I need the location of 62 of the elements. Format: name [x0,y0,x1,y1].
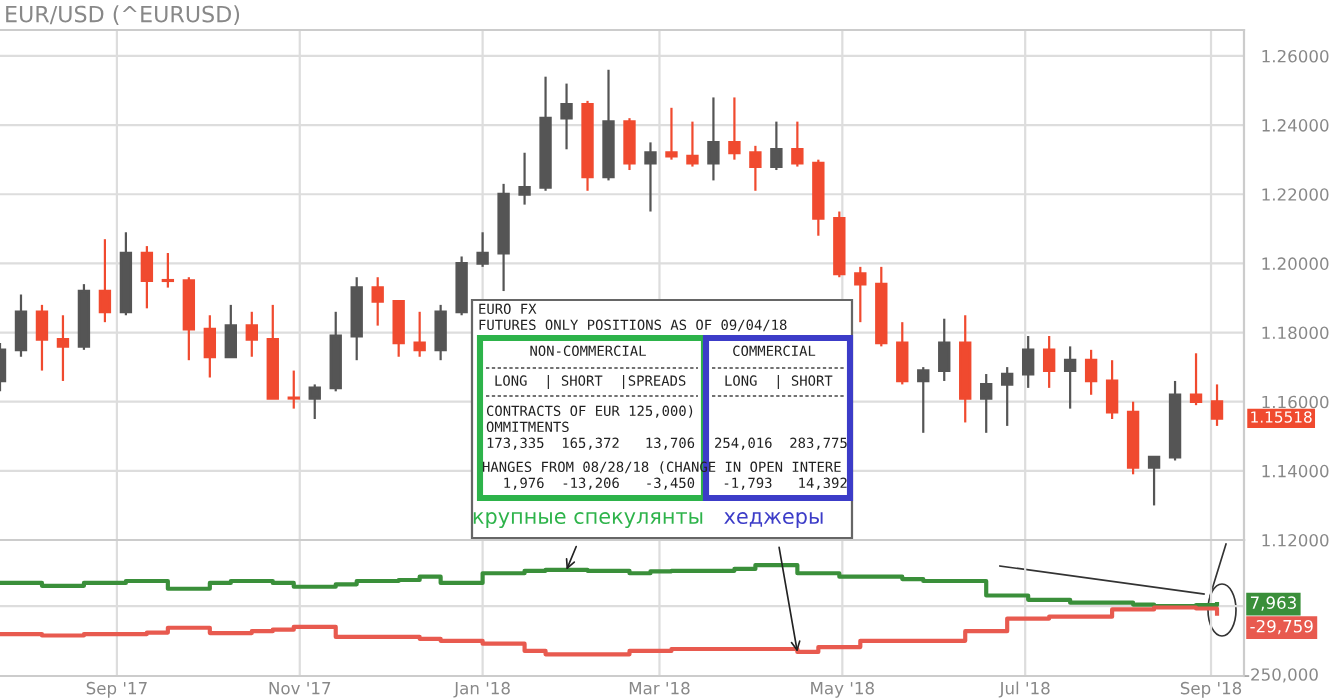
y-tick-label: 1.12000 [1262,533,1329,547]
candlestick [140,244,154,310]
candlestick [56,314,70,383]
candlestick [434,303,447,362]
chart-title: EUR/USD (^EURUSD) [6,5,240,26]
candlestick [161,251,175,289]
candlestick [518,151,531,206]
candlestick [686,120,699,168]
candlestick [371,276,384,327]
y-tick-label: 1.20000 [1262,257,1329,270]
y-tick-label: 1.16000 [1262,395,1329,409]
candlestick [1210,383,1224,428]
candlestick [203,314,217,379]
annotation: хеджеры [724,512,823,529]
candlestick [896,321,909,386]
candlestick [35,303,49,372]
y-tick-label: 1.24000 [1262,119,1329,132]
candlestick [476,231,489,268]
text: -250,000 [1244,668,1318,683]
text: -29,759 [1250,619,1313,635]
candlestick [791,120,804,168]
candlestick [98,238,112,324]
candlestick [245,310,258,358]
candlestick [308,383,321,421]
candlestick [287,369,300,410]
candlestick [1021,334,1035,389]
candlestick [1001,366,1014,428]
candlestick [1189,352,1203,407]
candlestick [1147,455,1161,507]
candlestick [1063,345,1077,410]
candlestick [707,96,720,182]
y-tick-label: 1.18000 [1262,326,1329,340]
annotation: крупные спекулянты [473,512,703,529]
x-tick-label: Jan '18 [453,681,510,698]
candlestick [392,300,405,358]
candlestick [854,265,867,324]
x-tick-label: Nov '17 [269,682,331,695]
candlestick [980,372,993,434]
candlestick [14,293,28,358]
candlestick [623,117,636,172]
candlestick [938,317,951,383]
candlestick [560,82,573,151]
x-tick-label: Sep '17 [86,681,147,698]
x-tick-label: Jul '18 [998,681,1050,698]
x-tick-label: Sep '18 [1180,681,1242,698]
candlestick [224,303,237,359]
candlestick [413,310,426,358]
candlestick [1042,334,1056,389]
candlestick [728,96,741,161]
candlestick [1105,359,1119,421]
candlestick [917,366,930,434]
candlestick [1084,348,1098,396]
y-tick-label: 1.26000 [1262,49,1329,63]
candlestick [770,120,783,172]
y-tick-label: 1.22000 [1262,188,1329,201]
candlestick [644,141,657,213]
y-tick-label: 1.14000 [1262,464,1329,478]
x-tick-label: Mar '18 [629,681,690,695]
candlestick [665,106,678,161]
x-tick-label: May '18 [811,681,874,698]
annotation: 7,963 [1250,596,1296,611]
candlestick [749,144,762,192]
